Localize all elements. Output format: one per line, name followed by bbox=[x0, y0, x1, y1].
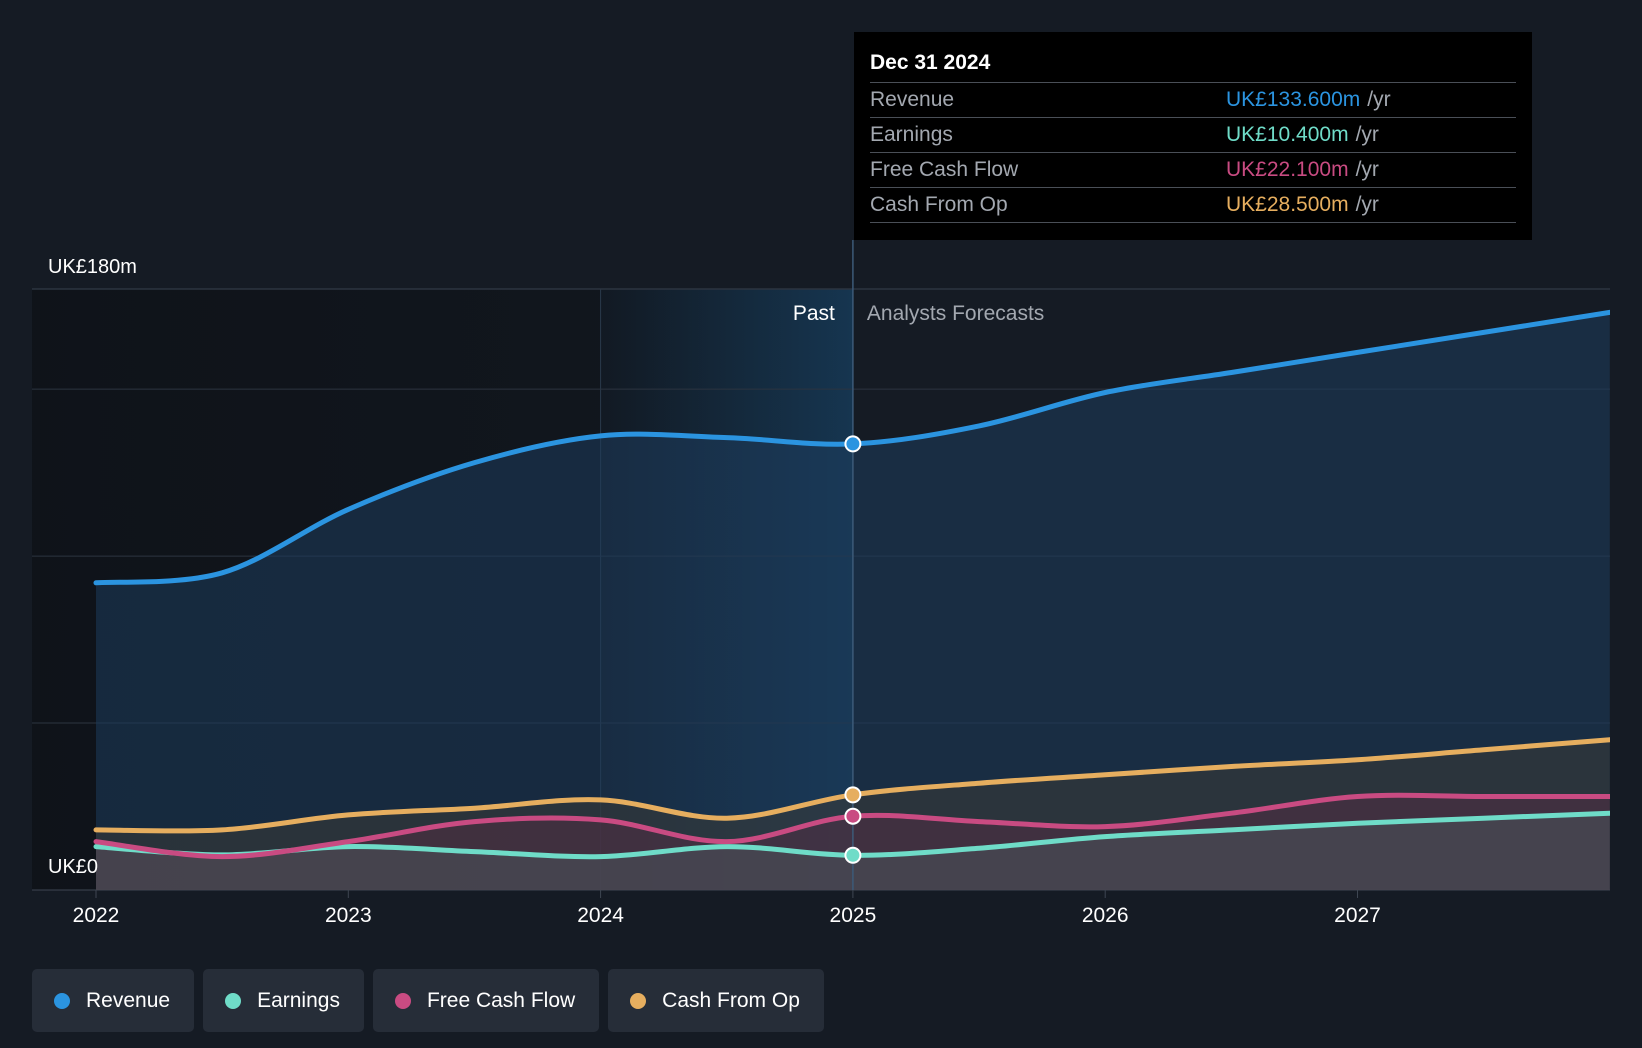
legend-label: Free Cash Flow bbox=[426, 988, 576, 1012]
x-tick-label: 2026 bbox=[1082, 904, 1129, 927]
x-tick-label: 2022 bbox=[73, 904, 120, 927]
marker-cash-from-op bbox=[844, 786, 862, 804]
legend-item-revenue[interactable]: Revenue bbox=[32, 969, 195, 1032]
tooltip: Dec 31 2024 Revenue UK£133.600m /yr Earn… bbox=[854, 32, 1532, 240]
tooltip-label: Cash From Op bbox=[870, 193, 1008, 216]
y-axis-bottom-label: UK£0 bbox=[48, 856, 98, 878]
tooltip-value: UK£133.600m bbox=[1226, 88, 1361, 111]
legend-item-earnings[interactable]: Earnings bbox=[203, 969, 364, 1032]
marker-revenue bbox=[844, 435, 862, 453]
legend-label: Earnings bbox=[257, 988, 340, 1012]
y-axis-top-label: UK£180m bbox=[48, 256, 137, 278]
tooltip-label: Earnings bbox=[870, 123, 953, 146]
x-tick-label: 2027 bbox=[1334, 904, 1381, 927]
legend-item-free-cash-flow[interactable]: Free Cash Flow bbox=[372, 969, 600, 1032]
tooltip-unit: /yr bbox=[1355, 193, 1379, 216]
marker-free-cash-flow bbox=[844, 807, 862, 825]
tooltip-value: UK£10.400m bbox=[1226, 123, 1349, 146]
tooltip-row-revenue: Revenue UK£133.600m /yr bbox=[870, 82, 1516, 117]
tooltip-unit: /yr bbox=[1367, 88, 1391, 111]
legend-label: Cash From Op bbox=[662, 988, 800, 1012]
tooltip-label: Revenue bbox=[870, 88, 955, 111]
tooltip-label: Free Cash Flow bbox=[870, 158, 1019, 181]
tooltip-unit: /yr bbox=[1355, 158, 1379, 181]
tooltip-date: Dec 31 2024 bbox=[870, 51, 991, 74]
past-label: Past bbox=[793, 302, 835, 325]
legend-label: Revenue bbox=[86, 988, 171, 1012]
legend-dot-icon bbox=[394, 992, 411, 1009]
legend: Revenue Earnings Free Cash Flow Cash Fro… bbox=[32, 969, 824, 1032]
marker-earnings bbox=[844, 846, 862, 864]
tooltip-row-cash-from-op: Cash From Op UK£28.500m /yr bbox=[870, 187, 1516, 223]
legend-dot-icon bbox=[225, 992, 242, 1009]
legend-dot-icon bbox=[630, 992, 647, 1009]
legend-dot-icon bbox=[54, 992, 70, 1009]
forecast-label: Analysts Forecasts bbox=[867, 302, 1044, 325]
tooltip-value: UK£22.100m bbox=[1226, 158, 1349, 181]
tooltip-unit: /yr bbox=[1355, 123, 1379, 146]
x-tick-label: 2023 bbox=[325, 904, 372, 927]
tooltip-row-earnings: Earnings UK£10.400m /yr bbox=[870, 117, 1516, 152]
legend-item-cash-from-op[interactable]: Cash From Op bbox=[608, 969, 824, 1032]
x-tick-label: 2025 bbox=[830, 904, 877, 927]
tooltip-value: UK£28.500m bbox=[1226, 193, 1349, 216]
x-tick-label: 2024 bbox=[577, 904, 624, 927]
tooltip-row-free-cash-flow: Free Cash Flow UK£22.100m /yr bbox=[870, 152, 1516, 187]
